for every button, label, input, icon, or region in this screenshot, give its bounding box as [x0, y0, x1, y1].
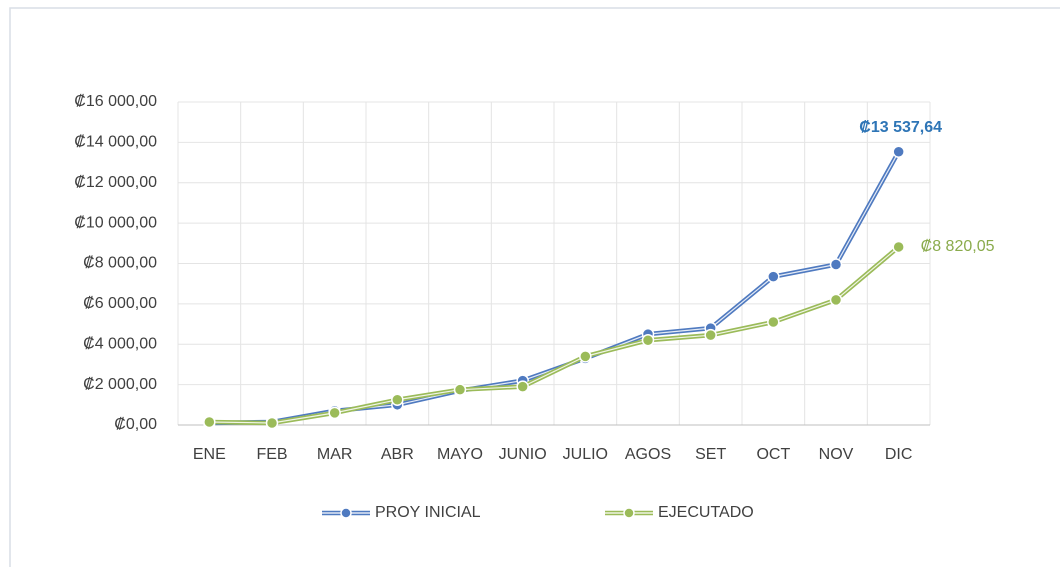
- point: [328, 406, 341, 420]
- y-tick-label: ₡0,00: [114, 416, 157, 433]
- point: [704, 328, 717, 342]
- point: [391, 393, 404, 407]
- y-tick-label: ₡8 000,00: [83, 255, 157, 272]
- x-tick-label: ENE: [193, 446, 226, 463]
- y-tick-label: ₡14 000,00: [74, 134, 157, 151]
- point: [265, 416, 279, 430]
- y-tick-label: ₡4 000,00: [83, 335, 157, 352]
- legend-label: PROY INICIAL: [375, 504, 481, 521]
- point: [892, 240, 905, 254]
- x-tick-label: ABR: [381, 446, 414, 463]
- legend-marker: [623, 507, 635, 519]
- y-tick-label: ₡12 000,00: [74, 174, 157, 191]
- x-tick-label: JULIO: [563, 446, 608, 463]
- point: [453, 383, 467, 396]
- x-tick-label: FEB: [256, 446, 287, 463]
- point: [516, 380, 529, 393]
- x-tick-label: MAR: [317, 446, 353, 463]
- x-tick-label: OCT: [756, 446, 790, 463]
- point: [829, 258, 843, 271]
- point: [203, 415, 216, 429]
- legend-label: EJECUTADO: [658, 504, 754, 521]
- x-tick-label: NOV: [819, 446, 854, 463]
- data-label: ₡8 820,05: [921, 238, 995, 255]
- x-tick-label: SET: [695, 446, 726, 463]
- x-tick-label: AGOS: [625, 446, 671, 463]
- series-line-highlight: [209, 246, 900, 424]
- legend-marker: [340, 507, 352, 519]
- point: [892, 145, 905, 158]
- y-tick-label: ₡2 000,00: [83, 376, 157, 393]
- point: [641, 333, 655, 347]
- data-label: ₡13 537,64: [859, 119, 942, 136]
- chart-frame: [9, 7, 1060, 567]
- x-tick-label: DIC: [885, 446, 913, 463]
- y-tick-label: ₡16 000,00: [74, 93, 157, 110]
- y-tick-label: ₡6 000,00: [83, 295, 157, 312]
- point: [829, 293, 843, 307]
- x-tick-label: JUNIO: [499, 446, 547, 463]
- point: [579, 350, 592, 363]
- point: [767, 270, 780, 283]
- y-tick-label: ₡10 000,00: [74, 214, 157, 231]
- point: [767, 315, 780, 329]
- x-tick-label: MAYO: [437, 446, 483, 463]
